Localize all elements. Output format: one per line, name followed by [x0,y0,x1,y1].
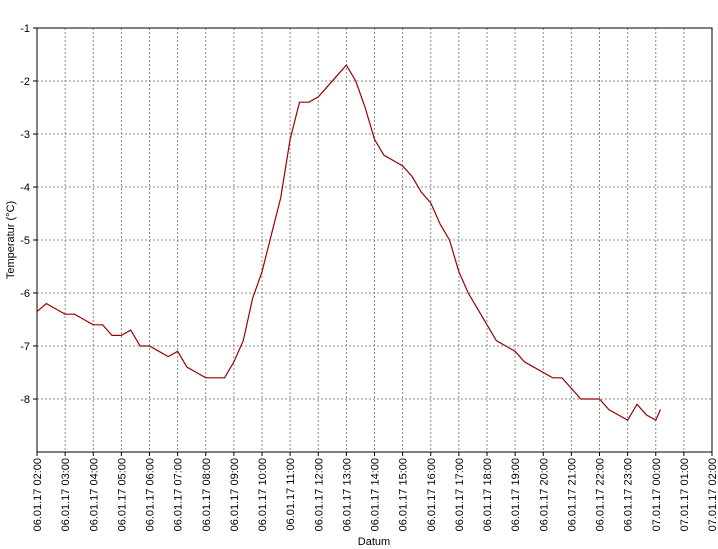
x-tick-label: 06.01.17 19:00 [510,458,522,531]
plot-frame [36,27,713,453]
x-tick-label: 06.01.17 02:00 [32,458,44,531]
y-tick-label: -6 [20,288,30,300]
y-tick-label: -8 [20,394,30,406]
x-tick-label: 06.01.17 17:00 [454,458,466,531]
y-tick-label: -3 [20,129,30,141]
x-tick-label: 06.01.17 10:00 [257,458,269,531]
x-tick-label: 06.01.17 04:00 [88,458,100,531]
x-tick-label: 06.01.17 14:00 [370,458,382,531]
x-tick-label: 06.01.17 16:00 [426,458,438,531]
x-tick-label: 07.01.17 02:00 [707,458,718,531]
y-tick-label: -7 [20,341,30,353]
y-tick-label: -5 [20,235,30,247]
x-tick-label: 06.01.17 03:00 [60,458,72,531]
y-tick-label: -4 [20,182,30,194]
x-tick-label: 06.01.17 21:00 [566,458,578,531]
x-tick-label: 06.01.17 13:00 [341,458,353,531]
y-axis-label: Temperatur (°C) [5,201,17,279]
x-axis-label: Datum [358,536,390,548]
y-tick-label: -1 [20,23,30,35]
x-tick-label: 06.01.17 22:00 [595,458,607,531]
x-tick-label: 06.01.17 18:00 [482,458,494,531]
x-tick-label: 06.01.17 05:00 [116,458,128,531]
x-tick-label: 06.01.17 15:00 [398,458,410,531]
x-tick-label: 06.01.17 09:00 [229,458,241,531]
x-tick-label: 06.01.17 08:00 [201,458,213,531]
x-tick-label: 06.01.17 12:00 [313,458,325,531]
x-tick-label: 07.01.17 00:00 [651,458,663,531]
x-tick-label: 07.01.17 01:00 [679,458,691,531]
x-tick-label: 06.01.17 11:00 [285,458,297,531]
data-line [36,64,661,422]
x-tick-label: 06.01.17 23:00 [623,458,635,531]
x-tick-label: 06.01.17 06:00 [145,458,157,531]
x-tick-label: 06.01.17 07:00 [173,458,185,531]
x-tick-label: 06.01.17 20:00 [538,458,550,531]
y-tick-label: -2 [20,76,30,88]
